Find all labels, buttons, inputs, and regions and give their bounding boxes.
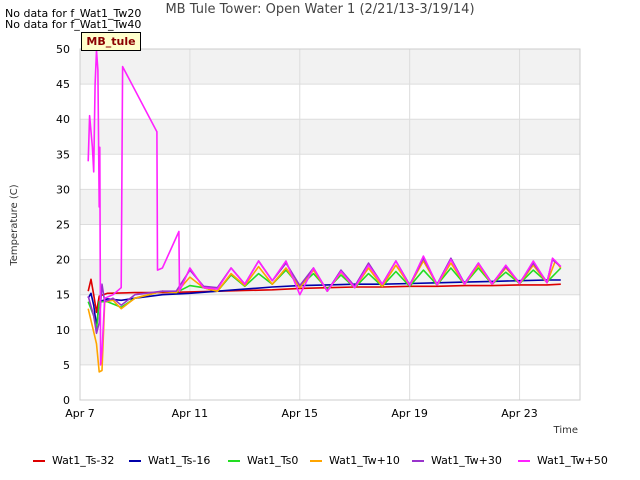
y-tick-label: 5 bbox=[63, 359, 70, 372]
legend-label: Wat1_Tw+30 bbox=[431, 454, 502, 467]
legend-label: Wat1_Ts0 bbox=[247, 454, 299, 467]
plot-band bbox=[80, 259, 580, 295]
legend: Wat1_Ts-32 Wat1_Ts-16 Wat1_Ts0 Wat1_Tw+10 Wa… bbox=[0, 453, 640, 469]
no-data-notice-tw40: No data for f_Wat1_Tw40 bbox=[5, 18, 142, 31]
legend-label: Wat1_Ts-16 bbox=[148, 454, 211, 467]
site-tag: MB_tule bbox=[81, 32, 141, 51]
x-tick-label: Apr 15 bbox=[282, 407, 319, 420]
y-tick-label: 15 bbox=[56, 289, 70, 302]
y-tick-label: 40 bbox=[56, 113, 70, 126]
plot-frame bbox=[79, 48, 581, 401]
x-tick-label: Apr 19 bbox=[391, 407, 428, 420]
chart-title: MB Tule Tower: Open Water 1 (2/21/13-3/1… bbox=[165, 2, 475, 17]
no-data-notice-tw20: No data for f_Wat1_Tw20 bbox=[5, 7, 142, 20]
y-axis-ticks: 0 5 10 15 20 25 30 35 40 45 50 bbox=[56, 43, 70, 407]
plot-band bbox=[80, 189, 580, 225]
legend-label: Wat1_Tw+50 bbox=[537, 454, 608, 467]
y-tick-label: 25 bbox=[56, 219, 70, 232]
legend-swatch bbox=[228, 460, 240, 462]
y-tick-label: 0 bbox=[63, 394, 70, 407]
legend-swatch bbox=[129, 460, 141, 462]
plot-band bbox=[80, 49, 580, 85]
axes bbox=[79, 48, 581, 401]
series-lines bbox=[87, 49, 562, 373]
y-tick-label: 35 bbox=[56, 148, 70, 161]
x-tick-label: Apr 11 bbox=[172, 407, 209, 420]
legend-label: Wat1_Tw+10 bbox=[329, 454, 400, 467]
legend-label: Wat1_Ts-32 bbox=[52, 454, 115, 467]
x-axis-ticks: Apr 7 Apr 11 Apr 15 Apr 19 Apr 23 bbox=[65, 407, 538, 420]
plot-band bbox=[80, 329, 580, 365]
legend-swatch bbox=[412, 460, 424, 462]
y-tick-label: 50 bbox=[56, 43, 70, 56]
y-tick-label: 30 bbox=[56, 183, 70, 196]
legend-swatch bbox=[33, 460, 45, 462]
legend-swatch bbox=[518, 460, 530, 462]
y-tick-label: 10 bbox=[56, 324, 70, 337]
legend-swatch bbox=[310, 460, 322, 462]
y-tick-label: 45 bbox=[56, 78, 70, 91]
plot-band bbox=[80, 119, 580, 155]
x-tick-label: Apr 23 bbox=[501, 407, 538, 420]
x-axis-label: Time bbox=[553, 425, 578, 436]
series-line-wat1-ts-32 bbox=[87, 278, 561, 314]
y-tick-label: 20 bbox=[56, 254, 70, 267]
x-tick-label: Apr 7 bbox=[65, 407, 95, 420]
y-axis-label: Temperature (C) bbox=[9, 184, 20, 266]
series-line-wat1-tw-50 bbox=[87, 49, 562, 366]
